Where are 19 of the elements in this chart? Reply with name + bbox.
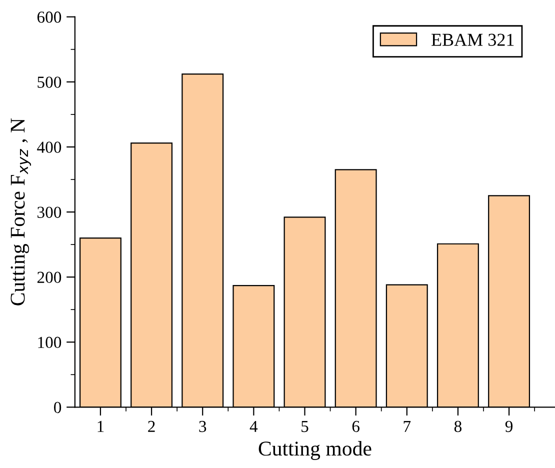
x-tick-label: 7 xyxy=(404,421,411,432)
x-tick-label: 2 xyxy=(148,420,155,432)
x-axis-title: Cutting mode xyxy=(258,441,372,460)
y-tick-label: 0 xyxy=(54,402,62,414)
y-tick-label: 100 xyxy=(38,336,62,348)
x-tick-label: 6 xyxy=(352,420,360,432)
x-tick-label: 5 xyxy=(302,421,308,432)
x-tick-label: 4 xyxy=(250,420,258,432)
x-tick-label: 3 xyxy=(199,420,206,432)
x-tick-label: 1 xyxy=(98,420,104,432)
legend-label: EBAM 321 xyxy=(432,34,514,46)
y-axis-title: Cutting Force F$_{xyz}$ , N xyxy=(10,118,32,306)
x-tick-label: 9 xyxy=(505,420,513,432)
y-tick-label: 600 xyxy=(37,12,62,23)
x-tick-label: 8 xyxy=(454,420,462,432)
y-tick-label: 200 xyxy=(37,272,62,284)
y-tick-label: 500 xyxy=(38,76,62,88)
y-tick-label: 300 xyxy=(38,206,62,218)
y-tick-label: 400 xyxy=(37,142,62,153)
